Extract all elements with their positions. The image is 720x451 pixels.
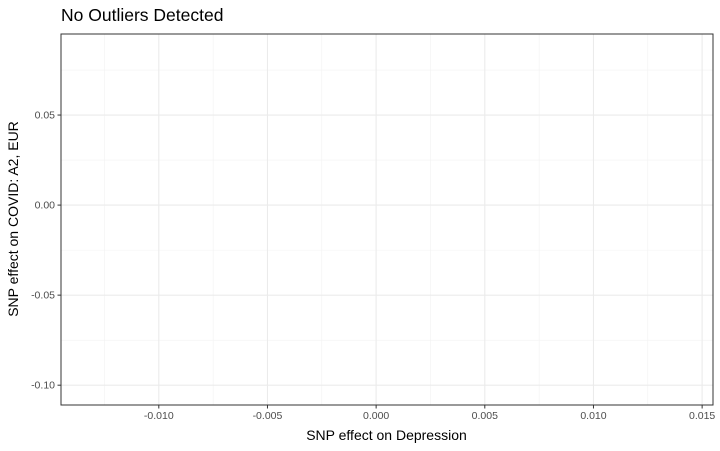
y-tick-label: -0.05 [31, 290, 55, 302]
y-tick-label: 0.00 [35, 200, 56, 212]
y-tick-label: -0.10 [31, 380, 55, 392]
y-tick-label: 0.05 [35, 110, 56, 122]
x-axis-title: SNP effect on Depression [306, 427, 467, 443]
plot-background [61, 34, 713, 405]
chart-title: No Outliers Detected [61, 5, 223, 25]
x-tick-label: 0.005 [472, 410, 498, 422]
x-tick-label: -0.005 [253, 410, 283, 422]
y-axis-title: SNP effect on COVID: A2, EUR [5, 121, 21, 317]
x-tick-label: 0.000 [363, 410, 389, 422]
plot-panel: -0.010 -0.005 0.000 0.005 0.010 0.015 0.05 0.00… [31, 33, 715, 422]
x-tick-label: 0.015 [689, 410, 715, 422]
x-tick-label: 0.010 [580, 410, 606, 422]
x-tick-label: -0.010 [144, 410, 174, 422]
plot-border [60, 33, 714, 406]
